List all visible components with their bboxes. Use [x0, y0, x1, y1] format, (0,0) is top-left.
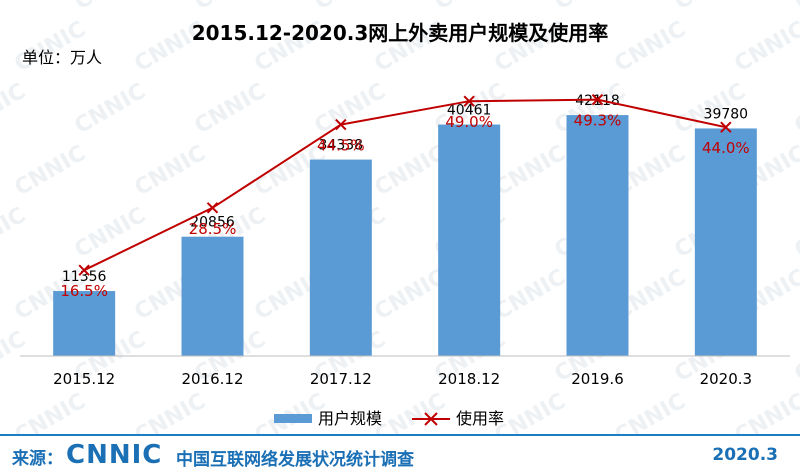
x-tick-label: 2017.12 [310, 370, 372, 388]
line-value-label: 49.0% [445, 113, 493, 131]
unit-label: 单位：万人 [22, 48, 103, 67]
watermark-text: CNNIC [131, 141, 210, 201]
watermark-text: CNNIC [491, 265, 570, 325]
chart: CNNIC CNNIC CNNIC CNNIC CNNIC CNNIC CNNICCNNIC… [0, 0, 800, 434]
x-tick-label: 2020.3 [700, 370, 753, 388]
watermark-text: CNNIC [671, 0, 750, 15]
watermark-text: CNNIC [791, 327, 800, 387]
legend-bar-swatch [274, 414, 312, 423]
watermark-text: CNNIC [0, 0, 30, 15]
watermark-text: CNNIC [0, 203, 30, 263]
x-tick-label: 2019.6 [571, 370, 624, 388]
line-point-marker [206, 202, 219, 214]
legend-bar-label: 用户规模 [318, 409, 382, 428]
source-label: 来源： [12, 449, 63, 469]
legend: 用户规模 使用率 [274, 409, 504, 428]
footer-divider [0, 434, 800, 436]
x-tick-label: 2018.12 [438, 370, 500, 388]
legend-line-label: 使用率 [456, 409, 504, 428]
footer-date: 2020.3 [712, 445, 778, 465]
watermark-text: CNNIC [731, 17, 800, 77]
bar-value-label: 20856 [190, 215, 235, 231]
line-value-label: 44.0% [702, 139, 750, 157]
bar [694, 128, 757, 356]
usage-rate-line [83, 98, 727, 272]
watermark-text: CNNIC [371, 389, 450, 434]
watermark-text: CNNIC [791, 0, 800, 15]
bar-value-label: 40461 [447, 103, 492, 119]
source-organization: 中国互联网络发展状况统计调查 [176, 450, 414, 470]
line-point-marker [335, 118, 347, 131]
bar-value-label: 42118 [575, 93, 620, 109]
line-value-label: 44.5% [317, 137, 365, 155]
watermark-text: CNNIC [731, 389, 800, 434]
watermark-layer: CNNIC CNNIC CNNIC CNNIC CNNIC CNNIC CNNICCNNIC… [0, 0, 800, 434]
line-value-label: 16.5% [60, 282, 108, 300]
watermark-text: CNNIC [11, 141, 90, 201]
bar-value-label: 39780 [704, 106, 749, 122]
bar [309, 159, 372, 356]
line-series: 16.5% 28.5% 44.5% 49.0% 49.3% 44.0% [60, 93, 750, 300]
legend-x-marker-icon [424, 412, 438, 426]
bar [53, 291, 116, 356]
watermark-text: CNNIC [791, 79, 800, 139]
watermark-text: CNNIC [71, 203, 150, 263]
watermark-text: CNNIC [191, 0, 270, 15]
watermark-text: CNNIC [191, 79, 270, 139]
watermark-text: CNNIC [371, 141, 450, 201]
bar [438, 124, 501, 356]
line-value-label: 49.3% [574, 112, 622, 130]
watermark-text: CNNIC [71, 0, 150, 15]
watermark-text: CNNIC [131, 389, 210, 434]
bar-value-label: 34338 [319, 138, 364, 154]
watermark-text: CNNIC [611, 17, 690, 77]
watermark-text: CNNIC [791, 203, 800, 263]
watermark-text: CNNIC [311, 79, 390, 139]
bar [181, 236, 244, 356]
watermark-text: CNNIC [0, 79, 30, 139]
bar-value-label: 11356 [62, 269, 107, 285]
watermark-text: CNNIC [11, 389, 90, 434]
line-point-marker [591, 93, 604, 106]
x-tick-label: 2015.12 [53, 370, 115, 388]
watermark-text: CNNIC [491, 141, 570, 201]
watermark-text: CNNIC [311, 0, 390, 15]
watermark-text: CNNIC [371, 265, 450, 325]
line-point-marker [463, 95, 475, 107]
x-tick-label: 2016.12 [181, 370, 243, 388]
watermark-text: CNNIC [551, 0, 630, 15]
footer: 来源： CNNIC 中国互联网络发展状况统计调查 2020.3 [0, 440, 800, 472]
watermark-text: CNNIC [431, 0, 510, 15]
watermark-text: CNNIC [71, 79, 150, 139]
bar-series: 11356 20856 34338 40461 42118 39780 [53, 93, 757, 356]
x-tick-labels: 2015.12 2016.12 2017.12 2018.12 2019.6 2020.3 [53, 370, 752, 388]
watermark-text: CNNIC [611, 389, 690, 434]
line-point-marker [720, 121, 732, 133]
watermark-text: CNNIC [0, 327, 30, 387]
line-point-marker [78, 264, 90, 276]
bar [566, 115, 629, 356]
chart-title: 2015.12-2020.3网上外卖用户规模及使用率 [192, 21, 609, 45]
cnnic-logo: CNNIC [66, 440, 163, 470]
line-value-label: 28.5% [189, 220, 237, 238]
